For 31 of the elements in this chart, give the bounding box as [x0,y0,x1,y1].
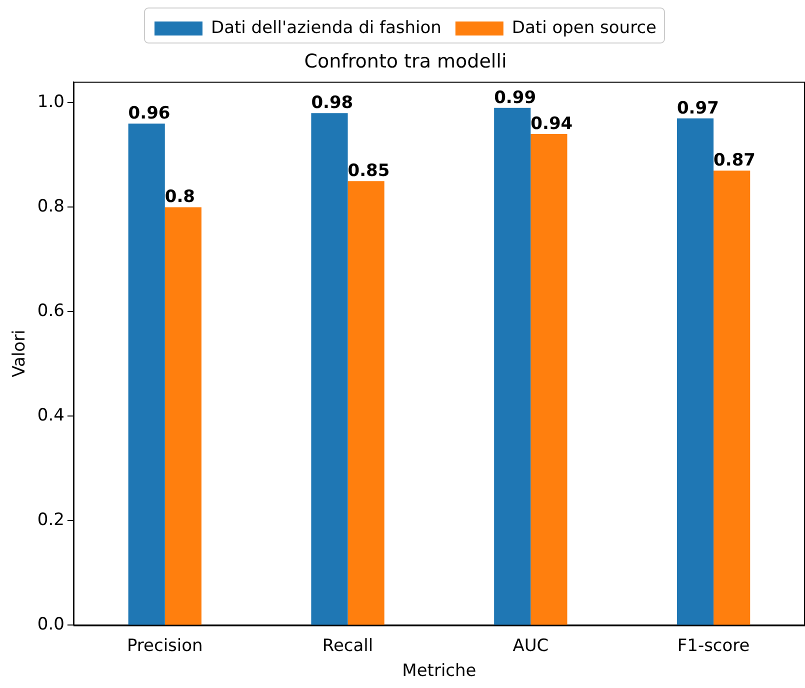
x-tick-label: AUC [512,636,549,656]
data-label: 0.94 [530,114,573,134]
y-axis-title: Valori [10,330,30,378]
y-tick-label: 0.8 [37,196,64,217]
data-label: 0.98 [311,93,354,114]
data-label: 0.97 [676,98,719,118]
legend-label: Dati open source [512,18,657,38]
bar [676,118,714,625]
y-tick-label: 0.0 [37,614,64,635]
x-tick-label: Recall [322,636,374,656]
data-label: 0.8 [164,187,196,208]
bar [714,170,750,625]
legend-label: Dati dell'azienda di fashion [210,18,442,38]
data-label: 0.99 [494,88,536,108]
bar [311,113,348,625]
x-tick-label: F1-score [677,636,750,656]
y-tick-label: 0.6 [37,301,64,322]
x-axis-title: Metriche [402,661,476,682]
bar [348,181,384,625]
y-tick-label: 0.2 [37,510,64,530]
bar [530,134,568,625]
bar [164,207,202,625]
bar [128,124,165,625]
bar [494,108,531,625]
data-label: 0.87 [714,150,756,171]
chart-title: Confronto tra modelli [304,50,507,72]
data-label: 0.85 [348,160,390,181]
y-tick-label: 0.4 [37,406,64,426]
x-tick-label: Precision [126,636,203,656]
y-tick-label: 1.0 [37,92,64,112]
data-label: 0.96 [128,104,170,124]
